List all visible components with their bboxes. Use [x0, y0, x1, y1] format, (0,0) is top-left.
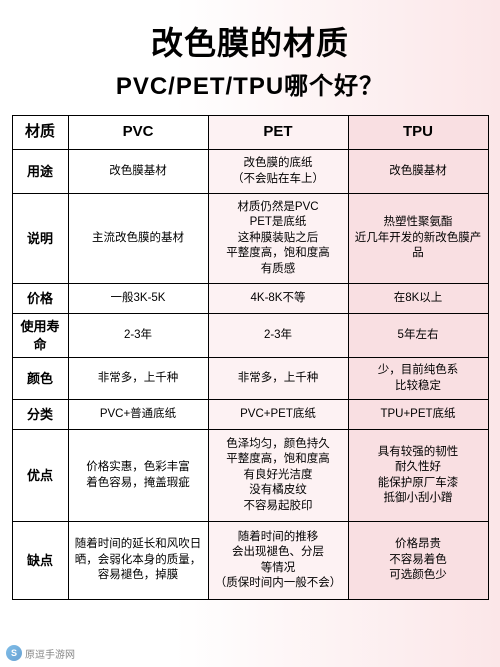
cell: 少，目前纯色系比较稳定	[348, 358, 488, 400]
table-row: 优点价格实惠，色彩丰富着色容易，掩盖瑕疵色泽均匀，颜色持久平整度高，饱和度高有良…	[12, 430, 488, 522]
cell: PVC+普通底纸	[68, 400, 208, 430]
row-header: 价格	[12, 284, 68, 314]
table-row: 颜色非常多，上千种非常多，上千种少，目前纯色系比较稳定	[12, 358, 488, 400]
cell: 价格实惠，色彩丰富着色容易，掩盖瑕疵	[68, 430, 208, 522]
row-header: 使用寿命	[12, 314, 68, 358]
cell: 热塑性聚氨酯近几年开发的新改色膜产品	[348, 194, 488, 284]
page-subtitle: PVC/PET/TPU哪个好？	[116, 66, 384, 101]
cell: 改色膜基材	[348, 150, 488, 194]
cell: TPU+PET底纸	[348, 400, 488, 430]
table-row: 缺点随着时间的延长和风吹日晒，会弱化本身的质量，容易褪色，掉膜随着时间的推移会出…	[12, 522, 488, 600]
cell: 价格昂贵不容易着色可选颜色少	[348, 522, 488, 600]
table-row: 价格一般3K-5K4K-8K不等在8K以上	[12, 284, 488, 314]
row-header: 说明	[12, 194, 68, 284]
cell: 改色膜的底纸（不会贴在车上）	[208, 150, 348, 194]
table-row: 用途改色膜基材改色膜的底纸（不会贴在车上）改色膜基材	[12, 150, 488, 194]
table-corner: 材质	[12, 116, 68, 150]
watermark-badge-icon: S	[6, 645, 22, 661]
row-header: 用途	[12, 150, 68, 194]
cell: 具有较强的韧性耐久性好能保护原厂车漆抵御小刮小蹭	[348, 430, 488, 522]
cell: 非常多，上千种	[208, 358, 348, 400]
cell: 非常多，上千种	[68, 358, 208, 400]
cell: 2-3年	[68, 314, 208, 358]
col-header-tpu: TPU	[348, 116, 488, 150]
cell: 5年左右	[348, 314, 488, 358]
cell: 4K-8K不等	[208, 284, 348, 314]
table-row: 分类PVC+普通底纸PVC+PET底纸TPU+PET底纸	[12, 400, 488, 430]
cell: 一般3K-5K	[68, 284, 208, 314]
col-header-pvc: PVC	[68, 116, 208, 150]
cell: 主流改色膜的基材	[68, 194, 208, 284]
row-header: 优点	[12, 430, 68, 522]
page-title: 改色膜的材质	[151, 18, 349, 64]
cell: 在8K以上	[348, 284, 488, 314]
cell: 2-3年	[208, 314, 348, 358]
comparison-table: 材质 PVCPETTPU 用途改色膜基材改色膜的底纸（不会贴在车上）改色膜基材说…	[12, 115, 489, 600]
cell: 随着时间的延长和风吹日晒，会弱化本身的质量，容易褪色，掉膜	[68, 522, 208, 600]
watermark: S 原逗手游网	[6, 645, 75, 661]
row-header: 分类	[12, 400, 68, 430]
cell: 改色膜基材	[68, 150, 208, 194]
cell: 色泽均匀，颜色持久平整度高，饱和度高有良好光洁度没有橘皮纹不容易起胶印	[208, 430, 348, 522]
cell: 随着时间的推移会出现褪色、分层等情况（质保时间内一般不会）	[208, 522, 348, 600]
table-row: 说明主流改色膜的基材材质仍然是PVCPET是底纸这种膜装贴之后平整度高，饱和度高…	[12, 194, 488, 284]
table-row: 使用寿命2-3年2-3年5年左右	[12, 314, 488, 358]
row-header: 缺点	[12, 522, 68, 600]
col-header-pet: PET	[208, 116, 348, 150]
cell: 材质仍然是PVCPET是底纸这种膜装贴之后平整度高，饱和度高有质感	[208, 194, 348, 284]
row-header: 颜色	[12, 358, 68, 400]
cell: PVC+PET底纸	[208, 400, 348, 430]
watermark-text: 原逗手游网	[25, 646, 75, 661]
